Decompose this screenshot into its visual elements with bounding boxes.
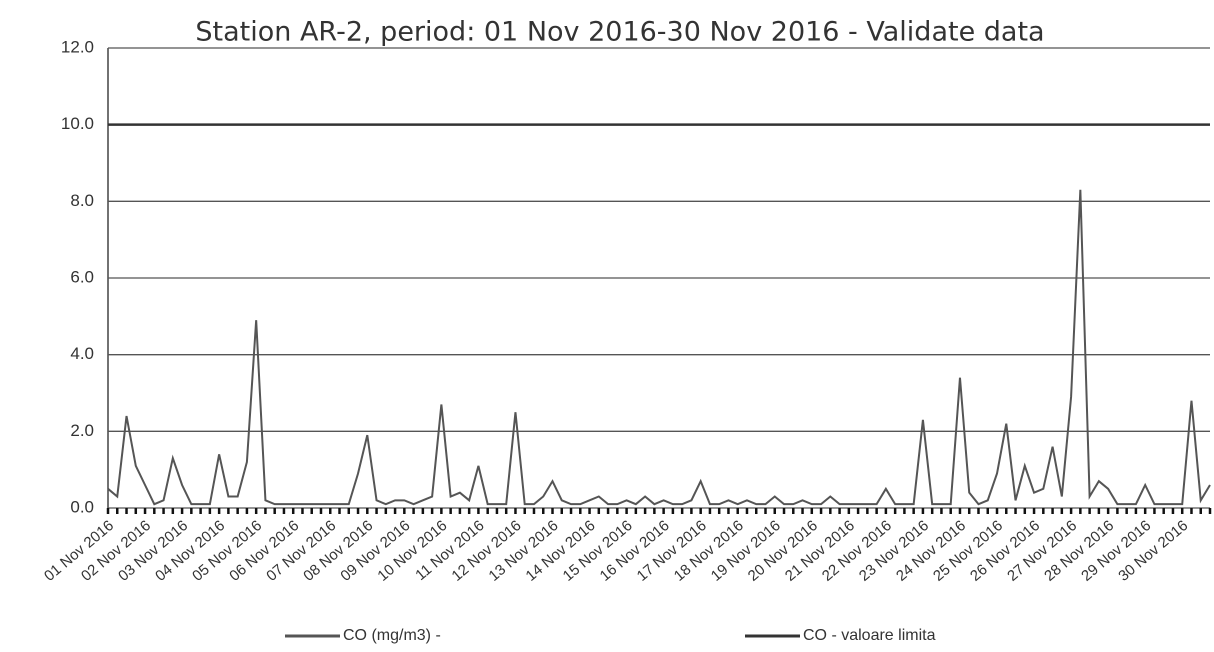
y-tick-label: 4.0 bbox=[70, 344, 94, 363]
data-line bbox=[107, 189, 1211, 506]
y-tick-label: 0.0 bbox=[70, 497, 94, 516]
legend-label: CO (mg/m3) - bbox=[343, 627, 441, 644]
y-tick-label: 2.0 bbox=[70, 421, 94, 440]
legend-label: CO - valoare limita bbox=[803, 627, 936, 644]
y-tick-label: 8.0 bbox=[70, 191, 94, 210]
y-tick-label: 10.0 bbox=[61, 114, 94, 133]
chart-title: Station AR-2, period: 01 Nov 2016-30 Nov… bbox=[195, 17, 1044, 48]
y-tick-label: 6.0 bbox=[70, 267, 94, 286]
y-tick-label: 12.0 bbox=[61, 37, 94, 56]
